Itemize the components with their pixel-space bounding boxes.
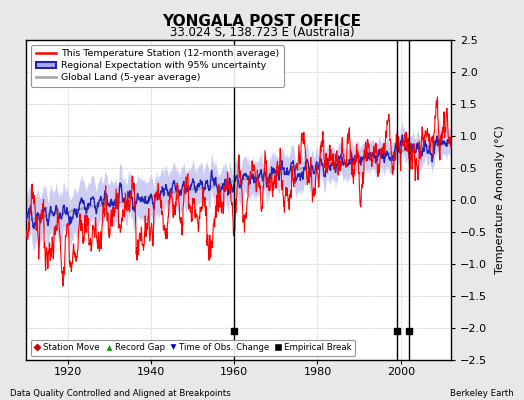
Text: Data Quality Controlled and Aligned at Breakpoints: Data Quality Controlled and Aligned at B… [10, 389, 231, 398]
Text: YONGALA POST OFFICE: YONGALA POST OFFICE [162, 14, 362, 29]
Text: Berkeley Earth: Berkeley Earth [450, 389, 514, 398]
Legend: Station Move, Record Gap, Time of Obs. Change, Empirical Break: Station Move, Record Gap, Time of Obs. C… [30, 340, 355, 356]
Text: 33.024 S, 138.723 E (Australia): 33.024 S, 138.723 E (Australia) [170, 26, 354, 39]
Y-axis label: Temperature Anomaly (°C): Temperature Anomaly (°C) [495, 126, 505, 274]
